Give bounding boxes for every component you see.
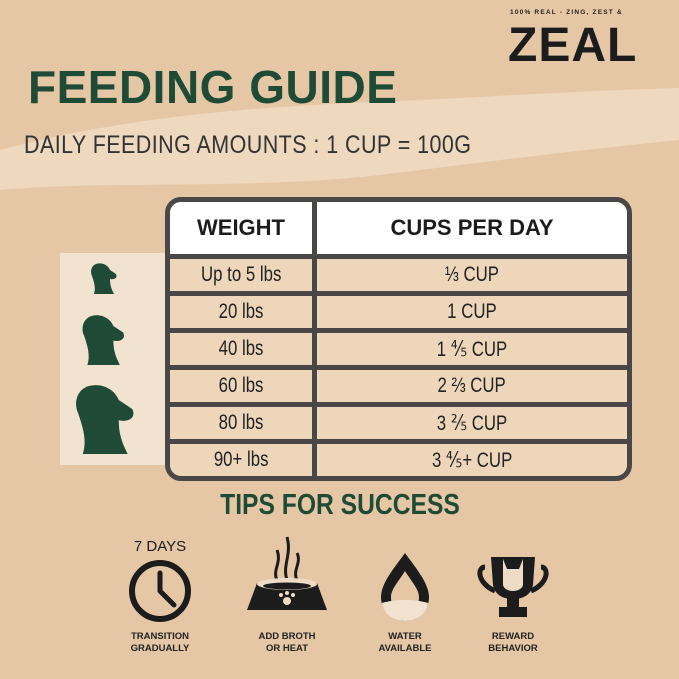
page-title: FEEDING GUIDE	[28, 61, 398, 113]
weight-cell: 20 lbs	[218, 300, 264, 323]
cups-cell: 2 ⅔ CUP	[437, 374, 507, 397]
table-row: 80 lbs 3 ⅖ CUP	[170, 407, 627, 444]
table-row: 20 lbs 1 CUP	[170, 296, 627, 333]
water-drop-icon	[381, 553, 429, 621]
tip-label: GRADUALLY	[130, 643, 190, 654]
bowl-icon	[247, 536, 327, 610]
weight-cell: 80 lbs	[218, 411, 264, 434]
tips-title: TIPS FOR SUCCESS	[0, 488, 679, 522]
large-dog-icon	[76, 385, 134, 454]
background-wave	[0, 88, 679, 190]
table-row: 90+ lbs 3 ⅘+ CUP	[170, 444, 627, 476]
cups-cell: 1 ⅘ CUP	[436, 337, 508, 361]
tip-label: TRANSITION	[130, 631, 190, 642]
table-row: Up to 5 lbs ⅓ CUP	[170, 259, 627, 296]
zeal-logo: 100% REAL - ZING, ZEST & ZEAL	[508, 8, 658, 72]
brand-name: ZEAL	[508, 19, 638, 72]
tip-reward: REWARD BEHAVIOR	[453, 535, 573, 655]
header-cups: CUPS PER DAY	[317, 202, 627, 259]
table-row: 60 lbs 2 ⅔ CUP	[170, 370, 627, 407]
tip-water: WATER AVAILABLE	[345, 535, 465, 655]
feeding-table: WEIGHT CUPS PER DAY Up to 5 lbs ⅓ CUP 20 …	[165, 197, 632, 481]
tip-label: BEHAVIOR	[488, 643, 538, 654]
weight-cell: 40 lbs	[218, 337, 264, 360]
page-subtitle: DAILY FEEDING AMOUNTS : 1 CUP = 100G	[24, 131, 472, 159]
tip-label: REWARD	[491, 631, 535, 642]
table-row: 40 lbs 1 ⅘ CUP	[170, 333, 627, 370]
tip-label: AVAILABLE	[378, 643, 432, 654]
weight-cell: 60 lbs	[218, 374, 264, 397]
tip-transition: 7 DAYS TRANSITION GRADUALLY	[100, 535, 220, 655]
clock-badge: 7 DAYS	[134, 538, 186, 555]
tip-label: OR HEAT	[265, 643, 309, 654]
brand-tagline: 100% REAL - ZING, ZEST &	[510, 9, 623, 16]
small-dog-icon	[91, 263, 117, 294]
weight-cell: Up to 5 lbs	[200, 263, 282, 286]
cups-cell: 3 ⅖ CUP	[436, 411, 508, 435]
tips-title-text: TIPS FOR SUCCESS	[219, 489, 460, 521]
trophy-icon	[477, 557, 549, 617]
cups-cell: 3 ⅘+ CUP	[431, 448, 513, 472]
clock-icon: 7 DAYS	[129, 538, 191, 622]
weight-cell: 90+ lbs	[213, 448, 269, 471]
tip-label: WATER	[388, 631, 422, 642]
cups-cell: 1 CUP	[447, 300, 497, 323]
cups-cell: ⅓ CUP	[444, 263, 500, 286]
tip-label: ADD BROTH	[258, 631, 316, 642]
header-weight: WEIGHT	[170, 202, 317, 259]
medium-dog-icon	[82, 315, 124, 365]
tip-broth: ADD BROTH OR HEAT	[227, 535, 347, 655]
